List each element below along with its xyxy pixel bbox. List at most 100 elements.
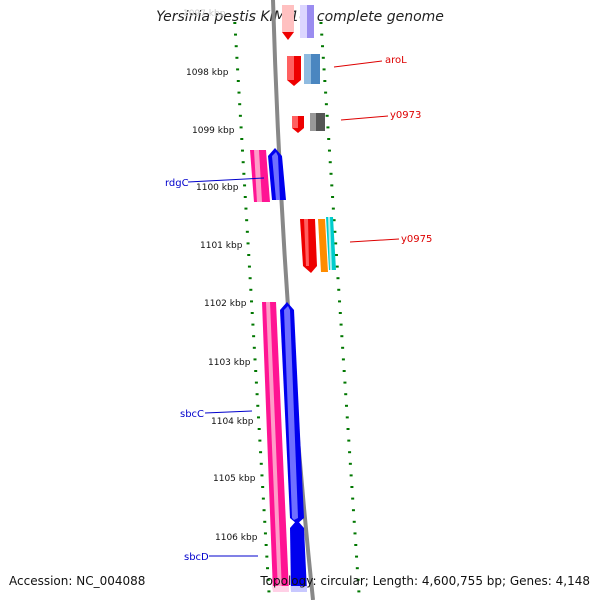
- tick-dot: [325, 114, 329, 117]
- tick-dot: [243, 184, 247, 187]
- tick-dot: [239, 126, 243, 129]
- tick-dot: [259, 451, 263, 454]
- tick-label: 1102 kbp: [204, 299, 247, 309]
- tick-dot: [238, 114, 242, 117]
- tick-label: 1100 kbp: [196, 183, 239, 193]
- tick-dot: [341, 358, 345, 361]
- tick-dot: [334, 254, 338, 256]
- tick-label: 1097 kbp: [183, 9, 226, 19]
- gene-sbcc[interactable]: [262, 302, 289, 592]
- reverse-labels: aroL y0973 y0975: [385, 55, 432, 245]
- gene-top-partial[interactable]: [282, 5, 314, 40]
- tick-label: 1098 kbp: [186, 68, 229, 78]
- tick-dot: [267, 590, 271, 593]
- tick-dot: [340, 335, 344, 338]
- tick-dot: [237, 91, 241, 94]
- tick-dot: [331, 207, 335, 210]
- tick-dot: [245, 230, 249, 233]
- tick-dot: [255, 393, 259, 396]
- tick-dot: [339, 323, 343, 326]
- gene-sbcd[interactable]: [273, 302, 307, 592]
- gene-label-rdgc[interactable]: rdgC: [165, 178, 189, 189]
- tick-dot: [250, 300, 254, 303]
- tick-label: 1101 kbp: [200, 241, 243, 251]
- tick-dot: [245, 219, 249, 222]
- tick-dot: [345, 416, 349, 419]
- tick-dot: [353, 532, 357, 535]
- tick-dot: [258, 439, 262, 442]
- tick-dot: [250, 312, 254, 314]
- tick-label: 1099 kbp: [192, 126, 235, 136]
- tick-dot: [261, 486, 265, 488]
- tick-dot: [350, 486, 354, 488]
- tick-dot: [349, 474, 353, 477]
- tick-dot: [335, 265, 339, 268]
- tick-dot: [256, 416, 260, 419]
- tick-dot: [247, 265, 251, 268]
- tick-dot: [241, 161, 245, 164]
- tick-label: 1104 kbp: [211, 417, 254, 427]
- tick-dot: [235, 56, 239, 59]
- tick-dot: [234, 33, 238, 36]
- tick-labels: 1097 kbp 1098 kbp 1099 kbp 1100 kbp 1101…: [183, 9, 258, 543]
- tick-dot: [319, 22, 323, 24]
- tick-dot: [332, 219, 336, 222]
- tick-dot: [260, 474, 264, 477]
- tick-dot: [240, 149, 244, 152]
- tick-dot: [327, 138, 331, 140]
- tick-dot: [262, 509, 266, 512]
- tick-dot: [263, 532, 267, 535]
- tick-dot: [351, 509, 355, 512]
- tick-dot: [334, 242, 338, 245]
- tick-dot: [337, 288, 341, 291]
- tick-dot: [254, 381, 258, 384]
- gene-label-sbcc[interactable]: sbcC: [180, 409, 204, 420]
- tick-dot: [357, 590, 361, 593]
- tick-dot: [236, 80, 240, 82]
- tick-dot: [323, 80, 327, 82]
- tick-dot: [233, 22, 237, 24]
- tick-dot: [330, 184, 334, 187]
- tick-dot: [351, 497, 355, 500]
- tick-dot: [328, 161, 332, 164]
- tick-dot: [252, 335, 256, 338]
- gene-y0973[interactable]: [292, 113, 325, 133]
- tick-label: 1106 kbp: [215, 533, 258, 543]
- tick-dot: [327, 149, 331, 152]
- tick-dot: [249, 288, 253, 291]
- gene-rdgc[interactable]: [250, 148, 286, 202]
- gene-arol[interactable]: [287, 54, 320, 86]
- tick-dot: [343, 381, 347, 384]
- accession-text: Accession: NC_004088: [9, 574, 146, 588]
- tick-dot: [259, 462, 263, 465]
- tick-label: 1103 kbp: [208, 358, 251, 368]
- reverse-leaders: [333, 60, 400, 243]
- tick-dot: [248, 277, 252, 280]
- gene-y0975[interactable]: [300, 217, 336, 273]
- tick-marks: [233, 22, 361, 593]
- tick-dot: [253, 358, 257, 361]
- gene-label-sbcd[interactable]: sbcD: [184, 552, 209, 563]
- tick-dot: [256, 404, 260, 407]
- tick-dot: [346, 428, 350, 430]
- tick-dot: [234, 45, 238, 48]
- forward-labels: rdgC sbcC sbcD: [165, 178, 209, 563]
- gene-label-y0973[interactable]: y0973: [390, 110, 421, 121]
- tick-dot: [342, 370, 346, 372]
- tick-dot: [321, 56, 325, 59]
- gene-label-y0975[interactable]: y0975: [401, 234, 432, 245]
- tick-dot: [251, 323, 255, 326]
- tick-dot: [338, 300, 342, 303]
- tick-dot: [355, 567, 359, 570]
- tick-dot: [354, 544, 358, 546]
- tick-dot: [331, 196, 335, 198]
- tick-dot: [324, 103, 328, 106]
- tick-dot: [254, 370, 258, 372]
- tick-dot: [266, 567, 270, 570]
- tick-dot: [320, 33, 324, 36]
- gene-label-arol[interactable]: aroL: [385, 55, 407, 66]
- tick-dot: [324, 91, 328, 94]
- forward-leaders: [187, 177, 265, 557]
- tick-dot: [242, 172, 246, 175]
